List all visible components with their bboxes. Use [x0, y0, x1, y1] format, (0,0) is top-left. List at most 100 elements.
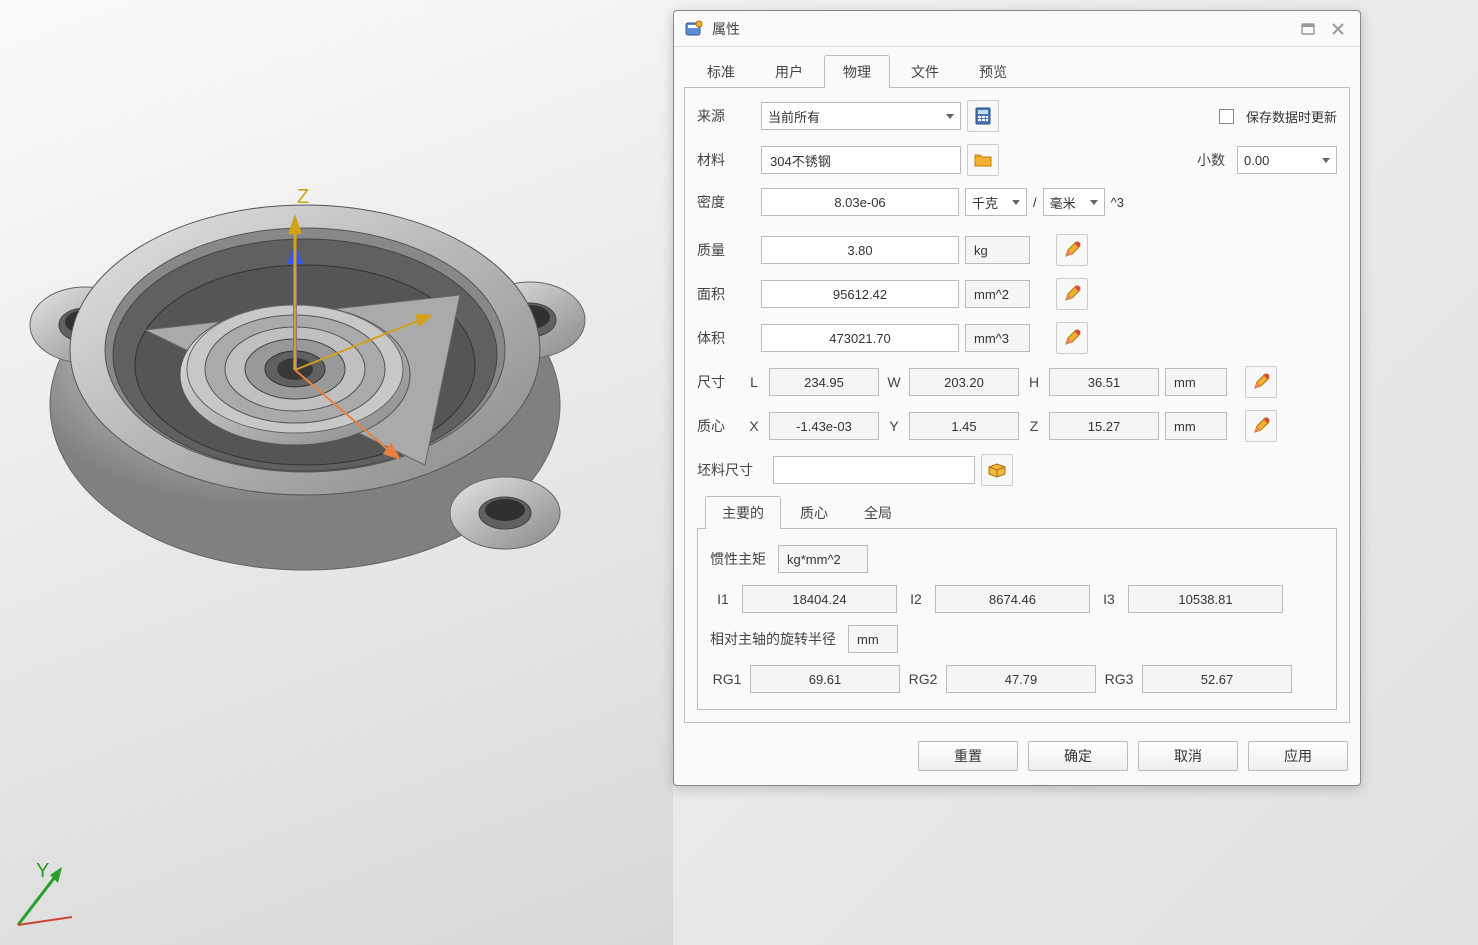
decimals-label: 小数 [1197, 150, 1225, 170]
reset-button[interactable]: 重置 [918, 741, 1018, 771]
axis-y-corner-label: Y [36, 860, 49, 883]
close-icon[interactable] [1326, 17, 1350, 41]
volume-edit-button[interactable] [1056, 322, 1088, 354]
rg1-input [750, 665, 900, 693]
rog-unit: mm [848, 625, 898, 653]
rg3-label: RG3 [1102, 671, 1136, 687]
tab-physical[interactable]: 物理 [824, 55, 890, 88]
material-input[interactable] [761, 146, 961, 174]
centroid-y-label: Y [885, 418, 903, 434]
size-l-input [769, 368, 879, 396]
pencil-icon [1252, 373, 1270, 391]
mass-edit-button[interactable] [1056, 234, 1088, 266]
pencil-icon [1063, 285, 1081, 303]
i1-input [742, 585, 897, 613]
density-label: 密度 [697, 192, 755, 212]
i3-input [1128, 585, 1283, 613]
density-mass-unit[interactable]: 千克 [965, 188, 1027, 216]
centroid-z-label: Z [1025, 418, 1043, 434]
centroid-y-input [909, 412, 1019, 440]
apply-button[interactable]: 应用 [1248, 741, 1348, 771]
rg2-input [946, 665, 1096, 693]
source-label: 来源 [697, 106, 755, 126]
chevron-down-icon [1090, 200, 1098, 205]
size-l-label: L [745, 374, 763, 390]
centroid-unit: mm [1165, 412, 1227, 440]
save-on-update-label: 保存数据时更新 [1246, 107, 1337, 126]
i1-label: I1 [710, 591, 736, 607]
centroid-edit-button[interactable] [1245, 410, 1277, 442]
source-dropdown[interactable]: 当前所有 [761, 102, 961, 130]
stock-input[interactable] [773, 456, 975, 484]
material-label: 材料 [697, 150, 755, 170]
rog-label: 相对主轴的旋转半径 [710, 629, 836, 649]
ok-button[interactable]: 确定 [1028, 741, 1128, 771]
inertia-subtabs: 主要的 质心 全局 [697, 490, 1337, 529]
i3-label: I3 [1096, 591, 1122, 607]
inertia-unit: kg*mm^2 [778, 545, 868, 573]
calculator-icon [974, 107, 992, 125]
dialog-buttons: 重置 确定 取消 应用 [674, 731, 1360, 785]
size-h-label: H [1025, 374, 1043, 390]
properties-dialog: 属性 标准 用户 物理 文件 预览 来源 当前所有 [673, 10, 1361, 786]
model-view[interactable]: Z [15, 160, 615, 610]
size-label: 尺寸 [697, 372, 739, 392]
size-edit-button[interactable] [1245, 366, 1277, 398]
mass-label: 质量 [697, 240, 755, 260]
pencil-icon [1063, 329, 1081, 347]
minimize-icon[interactable] [1296, 17, 1320, 41]
density-len-unit[interactable]: 毫米 [1043, 188, 1105, 216]
rg3-input [1142, 665, 1292, 693]
mass-input[interactable] [761, 236, 959, 264]
decimals-dropdown[interactable]: 0.00 [1237, 146, 1337, 174]
calculate-button[interactable] [967, 100, 999, 132]
size-unit: mm [1165, 368, 1227, 396]
dialog-titlebar[interactable]: 属性 [674, 11, 1360, 47]
material-browse-button[interactable] [967, 144, 999, 176]
dialog-title: 属性 [712, 19, 1290, 39]
tab-user[interactable]: 用户 [756, 55, 822, 88]
density-sep: / [1033, 195, 1037, 210]
stock-label: 坯料尺寸 [697, 460, 767, 480]
main-tabs: 标准 用户 物理 文件 预览 [674, 47, 1360, 88]
folder-icon [974, 152, 992, 168]
rg2-label: RG2 [906, 671, 940, 687]
density-input[interactable] [761, 188, 959, 216]
inertia-label: 惯性主矩 [710, 549, 766, 569]
tab-preview[interactable]: 预览 [960, 55, 1026, 88]
centroid-z-input [1049, 412, 1159, 440]
cancel-button[interactable]: 取消 [1138, 741, 1238, 771]
subtab-main[interactable]: 主要的 [705, 496, 781, 529]
area-edit-button[interactable] [1056, 278, 1088, 310]
centroid-label: 质心 [697, 416, 739, 436]
area-label: 面积 [697, 284, 755, 304]
decimals-value: 0.00 [1244, 153, 1269, 168]
physical-panel: 来源 当前所有 保存数据时更新 材料 [684, 87, 1350, 723]
tab-standard[interactable]: 标准 [688, 55, 754, 88]
source-value: 当前所有 [768, 107, 820, 126]
i2-label: I2 [903, 591, 929, 607]
pencil-icon [1063, 241, 1081, 259]
area-unit: mm^2 [965, 280, 1030, 308]
viewport-3d[interactable]: Z Y [0, 0, 673, 945]
size-w-label: W [885, 374, 903, 390]
size-h-input [1049, 368, 1159, 396]
size-w-input [909, 368, 1019, 396]
tab-file[interactable]: 文件 [892, 55, 958, 88]
subtab-global[interactable]: 全局 [847, 496, 909, 529]
i2-input [935, 585, 1090, 613]
area-input[interactable] [761, 280, 959, 308]
chevron-down-icon [1322, 158, 1330, 163]
mass-unit: kg [965, 236, 1030, 264]
volume-label: 体积 [697, 328, 755, 348]
volume-unit: mm^3 [965, 324, 1030, 352]
volume-input[interactable] [761, 324, 959, 352]
centroid-x-label: X [745, 418, 763, 434]
rg1-label: RG1 [710, 671, 744, 687]
pencil-icon [1252, 417, 1270, 435]
stock-button[interactable] [981, 454, 1013, 486]
dialog-icon [684, 19, 704, 39]
inertia-panel: 惯性主矩 kg*mm^2 I1 I2 I3 相对主轴的旋转半径 mm RG1 R… [697, 528, 1337, 710]
save-on-update-checkbox[interactable] [1219, 109, 1234, 124]
subtab-centroid[interactable]: 质心 [783, 496, 845, 529]
